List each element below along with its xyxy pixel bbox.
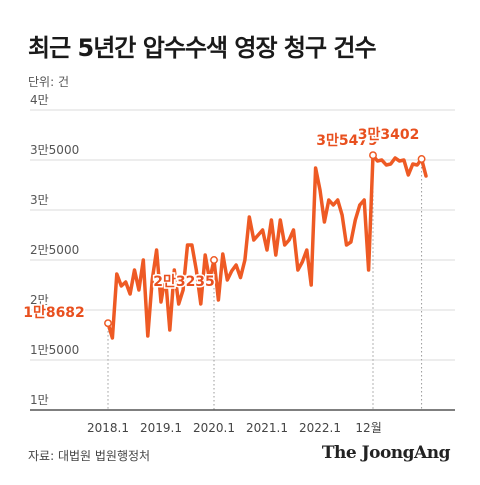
highlight-marker [210, 256, 218, 264]
y-tick-label: 2만5000 [30, 243, 79, 257]
line-chart: 4만 3만5000 3만 2만5000 2만 1만5000 1만 2018.1 2019.1 20… [22, 93, 455, 435]
brand-logo: The JoongAng [321, 443, 451, 463]
x-tick-label: 2021.1 [246, 421, 288, 435]
y-tick-label: 3만5000 [30, 143, 79, 157]
highlight-marker [417, 155, 426, 163]
chart-title: 최근 5년간 압수수색 영장 청구 건수 [28, 34, 377, 62]
x-tick-label: 12월 [355, 421, 381, 435]
y-tick-label: 3만 [30, 193, 49, 207]
data-label: 1만8682 [23, 305, 85, 321]
data-label: 2만3235 [153, 274, 215, 290]
highlight-marker [104, 319, 112, 328]
x-tick-label: 2019.1 [140, 421, 182, 435]
x-tick-label: 2022.1 [299, 421, 341, 435]
x-tick-label: 2020.1 [193, 421, 235, 435]
series-line [106, 153, 428, 340]
x-tick-label: 2018.1 [87, 421, 129, 435]
y-tick-label: 1만 [30, 393, 49, 407]
y-tick-label: 1만5000 [30, 343, 79, 357]
data-label: 3만3402 [358, 127, 420, 143]
source-note: 자료: 대법원 법원행정처 [28, 449, 151, 463]
data-label: 3만5479 [316, 133, 378, 149]
unit-label: 단위: 건 [28, 75, 69, 89]
highlight-marker [369, 151, 377, 160]
y-tick-label: 2만 [30, 293, 49, 307]
y-tick-label: 4만 [30, 93, 49, 107]
